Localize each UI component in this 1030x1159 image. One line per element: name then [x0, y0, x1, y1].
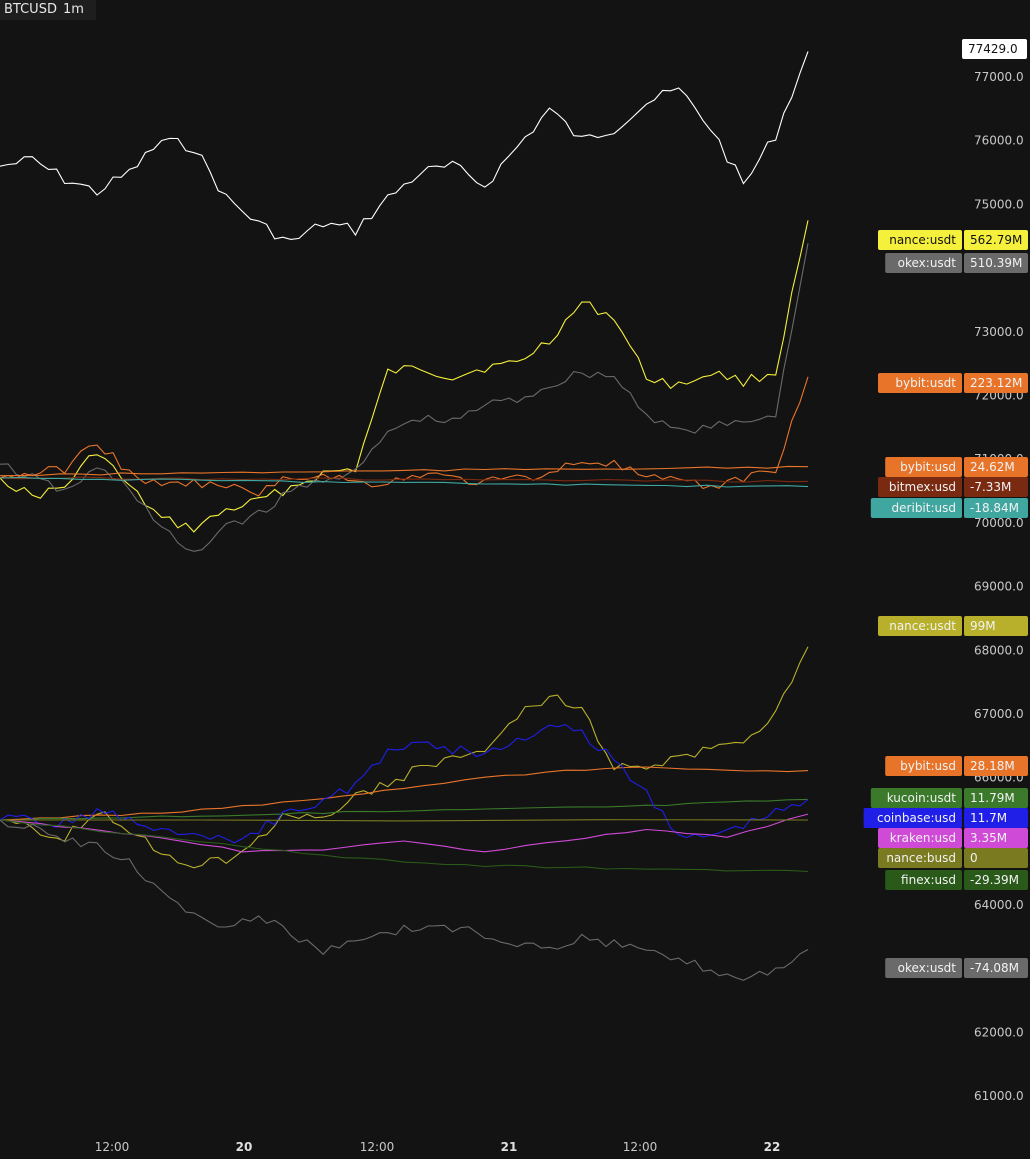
series-label-9: coinbase:usd 11.7M	[863, 808, 1028, 828]
series-label-name: okex:usdt	[898, 256, 957, 270]
series-line-5	[0, 476, 809, 488]
series-line-3	[0, 465, 809, 477]
series-label-value: -7.33M	[970, 480, 1011, 494]
series-label-1: okex:usdt 510.39M	[885, 253, 1028, 273]
series-line-6	[0, 646, 809, 869]
series-label-6: nance:usdt 99M	[878, 616, 1028, 636]
series-label-name: kraken:usd	[890, 831, 956, 845]
series-label-name: kucoin:usdt	[887, 791, 957, 805]
x-tick-label: 12:00	[360, 1140, 395, 1154]
y-tick-label: 75000.0	[974, 197, 1024, 211]
series-label-name: bybit:usd	[900, 460, 956, 474]
y-tick-label: 61000.0	[974, 1089, 1024, 1103]
series-label-name: nance:usdt	[889, 619, 956, 633]
x-tick-label: 12:00	[95, 1140, 130, 1154]
series-line-0	[0, 220, 809, 533]
series-line-2	[0, 376, 809, 497]
series-label-value: 24.62M	[970, 460, 1015, 474]
y-tick-label: 73000.0	[974, 325, 1024, 339]
series-line-12	[0, 819, 809, 873]
price-line	[0, 51, 809, 240]
x-tick-label: 22	[764, 1140, 781, 1154]
series-line-13	[0, 819, 809, 981]
price-last-tag	[962, 39, 1027, 59]
series-label-11: nance:busd 0	[878, 848, 1028, 868]
series-label-name: bybit:usd	[900, 759, 956, 773]
series-line-1	[0, 243, 809, 552]
series-label-value: 11.79M	[970, 791, 1015, 805]
series-label-value: -18.84M	[970, 501, 1019, 515]
series-label-3: bybit:usd 24.62M	[885, 457, 1028, 477]
series-label-10: kraken:usd 3.35M	[878, 828, 1028, 848]
series-label-value: 99M	[970, 619, 996, 633]
series-label-name: nance:busd	[886, 851, 956, 865]
series-label-name: deribit:usd	[892, 501, 956, 515]
y-tick-label: 67000.0	[974, 707, 1024, 721]
series-label-2: bybit:usdt 223.12M	[878, 373, 1028, 393]
series-label-value: -29.39M	[970, 873, 1019, 887]
series-label-13: okex:usdt -74.08M	[885, 958, 1028, 978]
symbol-name: BTCUSD	[4, 2, 57, 17]
series-line-9	[0, 723, 809, 844]
series-label-value: 0	[970, 851, 978, 865]
y-tick-label: 68000.0	[974, 643, 1024, 657]
y-tick-label: 70000.0	[974, 516, 1024, 530]
series-label-name: coinbase:usd	[877, 811, 956, 825]
series-label-value: 562.79M	[970, 233, 1022, 247]
series-line-7	[0, 766, 809, 821]
y-tick-label: 76000.0	[974, 134, 1024, 148]
series-label-name: nance:usdt	[889, 233, 956, 247]
series-line-11	[0, 819, 809, 822]
series-label-5: deribit:usd -18.84M	[870, 498, 1028, 518]
series-label-0: nance:usdt 562.79M	[878, 230, 1028, 250]
series-label-name: okex:usdt	[898, 961, 957, 975]
series-label-name: bybit:usdt	[895, 376, 956, 390]
series-label-12: finex:usd -29.39M	[885, 870, 1028, 890]
series-label-8: kucoin:usdt 11.79M	[870, 788, 1028, 808]
series-label-name: bitmex:usd	[889, 480, 956, 494]
series-label-7: bybit:usd 28.18M	[885, 756, 1028, 776]
series-label-value: 3.35M	[970, 831, 1007, 845]
price-last-value: 77429.0	[968, 42, 1018, 56]
series-label-value: -74.08M	[970, 961, 1019, 975]
y-axis: 77000.076000.075000.074000.073000.072000…	[974, 70, 1024, 1103]
series-label-value: 510.39M	[970, 256, 1022, 270]
series-label-value: 28.18M	[970, 759, 1015, 773]
x-tick-label: 21	[501, 1140, 518, 1154]
series-label-name: finex:usd	[901, 873, 956, 887]
symbol-label: BTCUSD 1m	[0, 0, 96, 20]
x-tick-label: 12:00	[623, 1140, 658, 1154]
series-label-value: 11.7M	[970, 811, 1007, 825]
y-tick-label: 77000.0	[974, 70, 1024, 84]
x-axis: 12:00 20 12:00 21 12:00 22	[95, 1140, 781, 1154]
y-tick-label: 69000.0	[974, 580, 1024, 594]
symbol-interval: 1m	[62, 2, 84, 17]
series-line-8	[0, 798, 809, 821]
series-lines	[0, 51, 809, 981]
series-label-4: bitmex:usd -7.33M	[878, 477, 1028, 497]
series-labels: 77429.0 nance:usdt 562.79M okex:usdt 510.39M…	[863, 39, 1028, 978]
y-tick-label: 64000.0	[974, 898, 1024, 912]
x-tick-label: 20	[236, 1140, 253, 1154]
series-label-value: 223.12M	[970, 376, 1022, 390]
y-tick-label: 62000.0	[974, 1026, 1024, 1040]
